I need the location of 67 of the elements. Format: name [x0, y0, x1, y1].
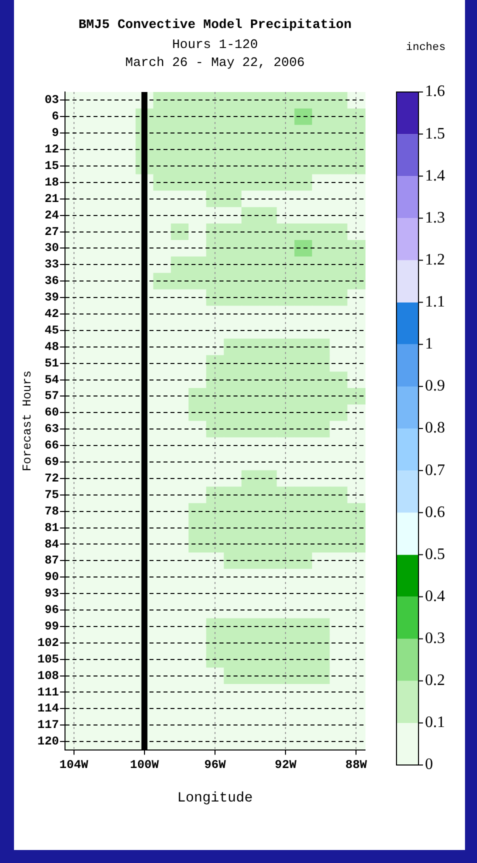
y-tick-label: 12 — [44, 142, 60, 157]
y-tick-label: 15 — [44, 159, 60, 174]
color-bar-label: 1.6 — [425, 83, 445, 100]
color-bar-label: 1.5 — [425, 125, 445, 142]
y-tick-label: 105 — [37, 652, 60, 666]
y-tick-label: 99 — [44, 619, 60, 634]
y-tick-label: 9 — [52, 126, 60, 140]
y-tick-label: 42 — [44, 307, 60, 322]
y-tick-label: 96 — [44, 603, 60, 618]
x-tick-label: 92W — [274, 758, 298, 772]
color-bar-label: 1.3 — [425, 209, 445, 226]
chart-subtitle: Hours 1-120 March 26 - May 22, 2006 — [125, 37, 305, 70]
y-tick-label: 72 — [44, 471, 60, 486]
x-tick-label: 100W — [130, 758, 160, 772]
y-tick-label: 114 — [37, 702, 60, 716]
x-tick-label: 96W — [204, 758, 227, 772]
color-bar-label: 0.5 — [425, 546, 445, 563]
color-bar-label: 1.2 — [425, 251, 445, 268]
y-tick-label: 18 — [44, 175, 60, 190]
y-tick-label: 90 — [44, 570, 60, 584]
y-tick-label: 120 — [37, 734, 60, 749]
y-tick-label: 102 — [37, 636, 60, 650]
y-tick-label: 51 — [44, 356, 60, 370]
x-axis-title: Longitude — [177, 790, 253, 806]
color-bar-label: 1.4 — [425, 167, 445, 184]
y-tick-label: 93 — [44, 586, 60, 601]
y-tick-label: 66 — [44, 438, 60, 453]
y-tick-label: 87 — [44, 554, 60, 568]
y-tick-label: 81 — [44, 520, 60, 535]
color-bar-label: 0.1 — [425, 714, 445, 732]
y-tick-label: 36 — [44, 274, 60, 288]
color-bar-label: 0.3 — [425, 630, 445, 648]
y-tick-label: 24 — [44, 208, 60, 222]
color-bar-label: 0.2 — [425, 672, 445, 690]
y-tick-label: 75 — [44, 488, 60, 502]
x-tick-label: 104W — [59, 758, 90, 772]
y-tick-label: 117 — [37, 718, 60, 732]
y-tick-label: 03 — [44, 93, 60, 108]
y-tick-label: 111 — [37, 685, 60, 700]
x-tick-label: 88W — [345, 758, 368, 772]
color-bar-title: inches — [406, 42, 446, 54]
y-tick-label: 60 — [44, 406, 60, 420]
y-tick-label: 69 — [44, 455, 60, 470]
y-tick-label: 27 — [44, 224, 60, 239]
y-tick-label: 108 — [37, 668, 60, 683]
color-bar-label: 0.4 — [425, 588, 445, 605]
chart-title: BMJ5 Convective Model Precipitation — [78, 17, 352, 32]
y-tick-label: 48 — [44, 340, 60, 354]
y-tick-label: 63 — [44, 422, 60, 436]
y-tick-label: 30 — [44, 241, 60, 256]
y-axis-title: Forecast Hours — [20, 370, 34, 472]
y-tick-label: 84 — [44, 537, 60, 552]
y-tick-label: 6 — [52, 110, 60, 124]
y-tick-label: 39 — [44, 290, 60, 305]
color-bar-label: 1.1 — [425, 294, 445, 311]
color-bar-label: 0.6 — [425, 504, 445, 521]
y-tick-label: 57 — [44, 389, 60, 404]
y-tick-label: 33 — [44, 258, 60, 272]
color-bar-label: 0.9 — [425, 378, 445, 395]
y-tick-label: 21 — [44, 192, 60, 206]
y-tick-label: 54 — [44, 372, 60, 387]
color-bar-label: 0.7 — [425, 462, 445, 479]
color-bar-label: 0 — [425, 756, 433, 774]
y-tick-label: 78 — [44, 504, 60, 518]
color-bar-label: 1 — [425, 336, 433, 353]
y-tick-label: 45 — [44, 323, 60, 338]
color-bar-label: 0.8 — [425, 420, 445, 437]
